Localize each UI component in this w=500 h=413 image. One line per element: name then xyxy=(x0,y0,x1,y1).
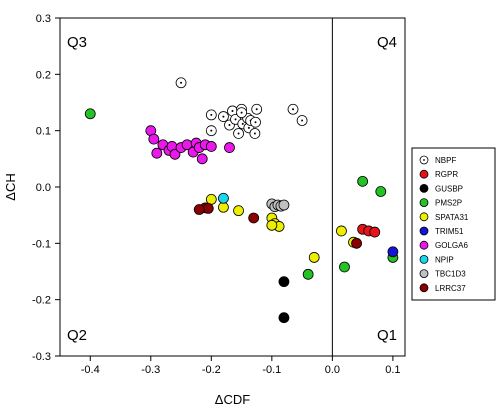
axis-ticks: -0.4 -0.3 -0.2 -0.1 0.0 0.1 -0.3 -0.2 -0.1 0.0 0.1… xyxy=(32,13,401,376)
data-point-spata31 xyxy=(233,205,244,217)
data-point-golga6 xyxy=(224,142,235,153)
data-point-spata31 xyxy=(205,193,217,205)
legend-label-pms2p: PMS2P xyxy=(435,199,462,208)
data-point-center-dot xyxy=(210,129,213,132)
data-points xyxy=(84,77,399,324)
legend-marker-gusbp xyxy=(419,183,429,193)
y-tick-label: 0.1 xyxy=(36,126,51,138)
legend-label-nbpf: NBPF xyxy=(435,156,456,165)
legend-marker-trim51 xyxy=(419,226,429,236)
data-point-rgpr xyxy=(369,226,381,238)
data-point-pms2p xyxy=(375,186,387,197)
quadrant-label-q1: Q1 xyxy=(377,327,397,344)
legend-marker-rgpr xyxy=(419,169,429,179)
x-tick-label: -0.2 xyxy=(202,364,221,376)
data-point-center-dot xyxy=(254,121,257,124)
data-point-lrrc37 xyxy=(248,212,260,224)
data-point-center-dot xyxy=(237,132,240,135)
legend-label-spata31: SPATA31 xyxy=(435,213,469,222)
x-tick-label: -0.3 xyxy=(141,364,160,376)
data-point-center-dot xyxy=(240,111,243,114)
legend-label-gusbp: GUSBP xyxy=(435,184,463,193)
y-tick-label: -0.1 xyxy=(32,238,51,250)
data-point-center-dot xyxy=(210,113,213,116)
quadrant-label-q4: Q4 xyxy=(377,34,397,51)
legend-marker-npip xyxy=(419,254,429,264)
data-point-golga6 xyxy=(205,141,217,152)
data-point-spata31 xyxy=(218,201,229,213)
y-axis-title: ΔCH xyxy=(3,173,18,200)
legend-marker-golga6 xyxy=(419,240,429,250)
legend-label-lrrc37: LRRC37 xyxy=(435,284,466,293)
data-point-golga6 xyxy=(169,148,181,160)
data-point-lrrc37 xyxy=(202,203,214,214)
data-point-lrrc37 xyxy=(351,237,362,249)
data-point-lrrc37 xyxy=(193,204,205,215)
legend-marker-pms2p xyxy=(419,198,429,208)
legend-marker-lrrc37 xyxy=(419,283,429,293)
data-point-center-dot xyxy=(247,126,250,129)
legend-marker-center-dot xyxy=(423,159,425,161)
legend-label-npip: NPIP xyxy=(435,255,454,264)
data-point-golga6 xyxy=(196,153,208,165)
legend-label-trim51: TRIM51 xyxy=(435,227,464,236)
legend-label-tbc1d3: TBC1D3 xyxy=(435,270,466,279)
data-point-pms2p xyxy=(357,175,369,187)
data-point-spata31 xyxy=(308,252,320,263)
data-point-trim51 xyxy=(387,246,399,258)
quadrant-label-q3: Q3 xyxy=(67,34,87,51)
legend-label-rgpr: RGPR xyxy=(435,170,458,179)
data-point-center-dot xyxy=(253,132,256,135)
data-point-center-dot xyxy=(301,119,304,122)
x-axis-title: ΔCDF xyxy=(215,392,250,407)
plot-area xyxy=(59,17,406,357)
data-point-spata31 xyxy=(266,219,278,231)
legend-marker-tbc1d3 xyxy=(419,269,429,279)
data-point-npip xyxy=(218,192,229,204)
quadrant-label-q2: Q2 xyxy=(67,327,87,344)
x-tick-label: 0.0 xyxy=(325,364,340,376)
y-tick-label: 0.2 xyxy=(36,69,51,81)
y-tick-label: 0.0 xyxy=(36,182,51,194)
data-point-center-dot xyxy=(241,122,244,125)
data-point-golga6 xyxy=(151,147,163,159)
data-point-tbc1d3 xyxy=(278,199,290,211)
x-tick-label: -0.1 xyxy=(262,364,281,376)
data-point-gusbp xyxy=(278,276,290,288)
y-tick-label: 0.3 xyxy=(36,13,51,25)
data-point-center-dot xyxy=(180,81,183,84)
legend-marker-spata31 xyxy=(419,212,429,222)
y-tick-label: -0.3 xyxy=(32,351,51,363)
x-tick-label: -0.4 xyxy=(81,364,100,376)
chart-labels: ΔCDF ΔCH Q3 Q4 Q2 Q1 xyxy=(3,34,397,407)
data-point-center-dot xyxy=(228,124,231,127)
data-point-pms2p xyxy=(84,108,96,120)
data-point-center-dot xyxy=(231,109,234,112)
data-point-center-dot xyxy=(234,118,237,121)
data-point-center-dot xyxy=(255,108,258,111)
y-tick-label: -0.2 xyxy=(32,295,51,307)
plot-frame xyxy=(59,17,406,357)
data-point-center-dot xyxy=(292,108,295,111)
data-point-gusbp xyxy=(278,312,290,324)
data-point-center-dot xyxy=(222,115,225,118)
legend: NBPF RGPR GUSBP PMS2P SPATA31 TRIM51 GOLGA6 NPI… xyxy=(411,147,496,301)
legend-label-golga6: GOLGA6 xyxy=(435,241,468,250)
data-point-pms2p xyxy=(339,261,350,273)
data-point-spata31 xyxy=(336,225,347,237)
data-point-golga6 xyxy=(148,133,160,145)
x-tick-label: 0.1 xyxy=(385,364,400,376)
data-point-pms2p xyxy=(302,268,314,280)
